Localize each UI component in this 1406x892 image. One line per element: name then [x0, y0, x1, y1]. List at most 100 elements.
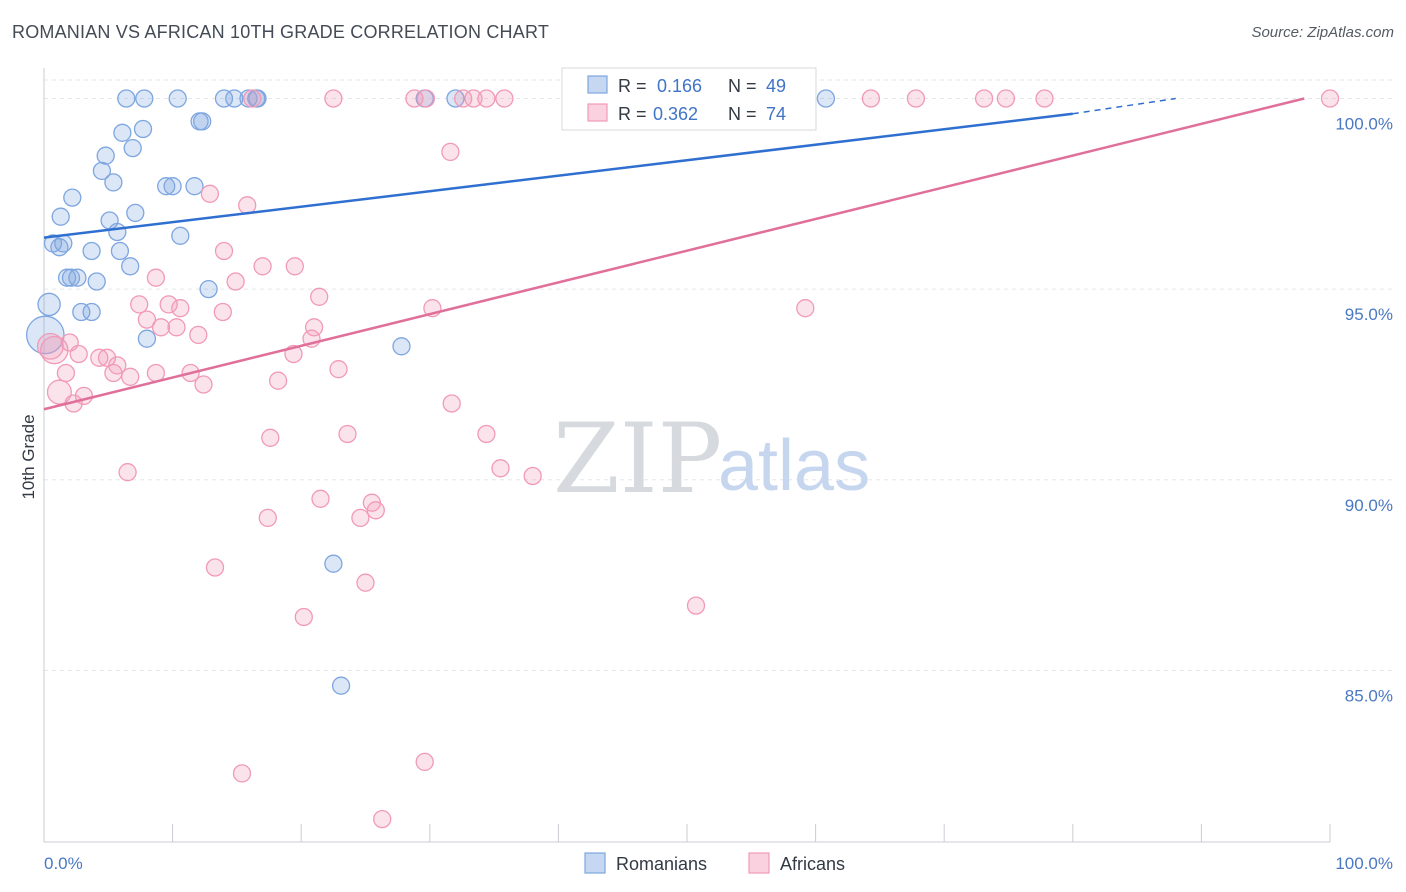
- data-point-africans: [167, 318, 186, 337]
- data-point-africans: [56, 363, 76, 383]
- stats-box: R = 0.166 N = 49 R = 0.362 N = 74: [561, 67, 817, 131]
- y-tick-label: 100.0%: [1335, 115, 1393, 134]
- data-point-africans: [268, 371, 288, 390]
- data-point-romanians: [324, 554, 343, 573]
- data-point-romanians: [82, 241, 101, 261]
- data-point-romanians: [185, 177, 204, 196]
- legend-label-romanians: Romanians: [616, 854, 707, 874]
- stats-r-label-romanians: R =: [618, 76, 647, 96]
- data-point-africans: [1035, 89, 1054, 108]
- data-point-africans: [46, 379, 72, 405]
- y-tick-label: 90.0%: [1345, 496, 1393, 515]
- y-tick-label: 95.0%: [1345, 305, 1393, 324]
- data-point-romanians: [331, 676, 351, 695]
- data-point-romanians: [137, 329, 157, 348]
- data-point-africans: [366, 501, 385, 520]
- data-point-romanians: [72, 302, 91, 322]
- data-point-africans: [796, 299, 815, 318]
- legend-swatch-africans: [748, 852, 770, 874]
- data-point-romanians: [57, 268, 77, 287]
- legend: Romanians Africans: [584, 852, 845, 874]
- watermark-atlas: atlas: [718, 426, 870, 506]
- data-point-romanians: [225, 89, 244, 108]
- data-point-romanians: [108, 222, 127, 242]
- data-point-africans: [491, 459, 510, 478]
- trend-line-romanians: [43, 112, 1073, 239]
- data-point-africans: [214, 241, 234, 261]
- data-point-africans: [304, 318, 324, 337]
- gridlines: [44, 79, 1395, 671]
- data-point-africans: [130, 295, 149, 314]
- data-point-africans: [226, 272, 245, 291]
- chart-title: ROMANIAN VS AFRICAN 10TH GRADE CORRELATI…: [12, 22, 550, 42]
- data-point-africans: [285, 257, 304, 276]
- data-point-africans: [104, 363, 123, 383]
- data-point-africans: [416, 89, 436, 108]
- data-point-africans: [996, 89, 1016, 108]
- data-point-romanians: [214, 89, 234, 108]
- data-point-africans: [906, 89, 926, 108]
- data-point-africans: [200, 184, 220, 203]
- data-point-africans: [69, 344, 88, 364]
- data-point-africans: [351, 508, 370, 528]
- data-point-romanians: [96, 146, 115, 165]
- data-point-africans: [189, 325, 208, 345]
- data-point-africans: [310, 287, 329, 306]
- data-point-africans: [258, 508, 277, 528]
- data-point-romanians: [104, 173, 123, 192]
- data-point-africans: [1320, 89, 1340, 108]
- data-point-africans: [441, 142, 460, 162]
- data-point-romanians: [63, 188, 82, 207]
- data-point-africans: [90, 348, 109, 367]
- stats-swatch-africans: [587, 103, 608, 122]
- y-axis-label: 10th Grade: [19, 414, 38, 499]
- data-point-africans: [373, 809, 392, 829]
- data-point-africans: [137, 310, 157, 329]
- data-point-africans: [523, 466, 542, 486]
- data-point-africans: [121, 367, 140, 386]
- data-point-romanians: [121, 257, 140, 276]
- data-point-romanians: [51, 207, 70, 226]
- stats-n-value-romanians: 49: [766, 76, 786, 96]
- stats-box-frame: [561, 67, 817, 131]
- data-point-romanians: [61, 268, 81, 287]
- data-point-africans: [311, 489, 330, 508]
- legend-label-africans: Africans: [780, 854, 845, 874]
- data-point-africans: [477, 89, 496, 108]
- data-point-romanians: [92, 161, 112, 181]
- data-point-romanians: [446, 89, 465, 108]
- x-tick-label: 0.0%: [44, 854, 83, 873]
- data-point-romanians: [199, 279, 218, 299]
- x-tick-label: 100.0%: [1335, 854, 1393, 873]
- data-point-africans: [171, 299, 190, 318]
- data-point-romanians: [110, 241, 130, 261]
- data-point-romanians: [168, 89, 187, 108]
- data-point-africans: [213, 302, 232, 322]
- data-point-africans: [253, 257, 272, 276]
- data-point-romanians: [82, 302, 101, 322]
- stats-n-label-romanians: N =: [728, 76, 757, 96]
- chart-source: Source: ZipAtlas.com: [1251, 24, 1394, 41]
- data-point-africans: [495, 89, 514, 108]
- data-point-africans: [442, 394, 461, 413]
- data-point-romanians: [126, 203, 145, 223]
- data-point-africans: [118, 463, 137, 482]
- data-point-africans: [97, 348, 117, 367]
- data-point-africans: [324, 89, 343, 108]
- data-point-africans: [974, 89, 994, 108]
- data-point-africans: [464, 89, 483, 108]
- data-point-africans: [356, 573, 375, 592]
- data-point-africans: [294, 607, 313, 627]
- stats-r-value-africans: 0.362: [653, 104, 698, 124]
- stats-n-value-africans: 74: [766, 104, 786, 124]
- y-tick-label: 85.0%: [1345, 686, 1393, 705]
- stats-r-value-romanians: 0.166: [657, 76, 702, 96]
- data-point-romanians: [248, 89, 267, 108]
- trend-line-africans: [43, 97, 1305, 411]
- data-point-africans: [243, 89, 262, 108]
- data-point-romanians: [37, 292, 61, 317]
- data-point-romanians: [87, 272, 106, 291]
- data-point-africans: [36, 332, 64, 360]
- data-point-romanians: [68, 268, 87, 287]
- data-point-romanians: [50, 238, 69, 257]
